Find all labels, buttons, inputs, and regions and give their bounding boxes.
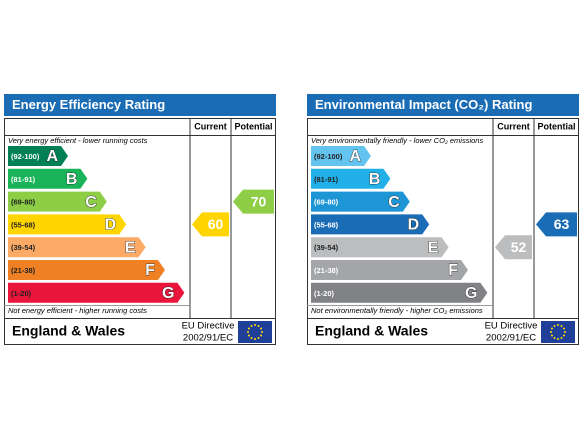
column-header: Current [194,121,227,131]
eu-star [550,331,552,333]
rating-arrow [192,212,229,237]
band-letter: A [46,148,58,165]
eu-star [247,327,250,330]
column-header: Potential [537,121,575,131]
band-letter: F [145,262,155,279]
region: England & Wales [12,323,125,339]
directive: EU Directive [182,321,235,332]
eu-star [254,324,256,326]
rating-value: 60 [208,216,224,232]
band-range: (55-68) [314,220,339,229]
region: England & Wales [315,323,428,339]
eu-star [550,334,553,337]
rating-band [8,168,88,189]
directive-code: 2002/91/EC [486,333,536,344]
top-note: Very energy efficient - lower running co… [8,136,148,145]
eu-star [557,338,559,340]
panel-frame [4,118,276,345]
bottom-note: Not energy efficient - higher running co… [8,306,147,315]
band-letter: D [105,217,117,234]
eu-star [247,331,249,333]
band-letter: E [428,239,439,256]
band-letter: G [162,285,174,302]
band-range: (69-80) [314,198,339,207]
band-range: (1-20) [11,289,32,298]
eu-star [254,338,256,340]
rating-arrow [495,235,532,260]
rating-band [311,168,391,189]
column-header: Current [497,121,530,131]
eu-star [550,327,553,330]
band-letter: B [66,171,78,188]
eu-star [257,324,260,327]
band-letter: A [349,148,361,165]
eu-star [560,324,563,327]
top-note: Very environmentally friendly - lower CO… [311,136,483,145]
title-bar [4,94,276,116]
band-letter: C [388,194,400,211]
rating-band [8,282,185,303]
bottom-note: Not environmentally friendly - higher CO… [311,306,483,315]
rating-arrow [233,189,274,214]
directive: EU Directive [485,321,538,332]
eu-flag [541,321,575,343]
title-bar [307,94,579,116]
eu-star [250,337,253,340]
rating-band [311,214,430,235]
rating-arrow [536,212,577,237]
eu-star [553,337,556,340]
eu-star [553,324,556,327]
column-header: Potential [234,121,272,131]
eu-star [250,324,253,327]
rating-value: 63 [554,216,570,232]
band-range: (1-20) [314,289,335,298]
band-range: (55-68) [11,220,36,229]
band-range: (21-38) [11,266,36,275]
eu-star [560,337,563,340]
band-letter: C [85,194,97,211]
rating-value: 52 [511,239,527,255]
rating-band [311,260,468,280]
panel-title: Environmental Impact (CO₂) Rating [315,97,532,112]
eu-star [564,331,566,333]
eu-flag [238,321,272,343]
band-range: (81-91) [314,175,339,184]
band-range: (39-54) [314,243,339,252]
rating-band [311,282,488,303]
band-range: (39-54) [11,243,36,252]
band-letter: G [465,285,477,302]
eu-star [260,334,263,337]
band-letter: E [125,239,136,256]
band-range: (92-100) [11,152,40,161]
rating-band [311,237,449,258]
band-letter: D [408,217,420,234]
eu-star [247,334,250,337]
panel-frame [307,118,579,345]
eu-star [557,324,559,326]
band-letter: F [448,262,458,279]
band-range: (92-100) [314,152,343,161]
band-letter: B [369,171,381,188]
rating-band [311,146,371,166]
rating-band [8,146,68,166]
eu-star [257,337,260,340]
panel-title: Energy Efficiency Rating [12,97,165,112]
directive-code: 2002/91/EC [183,333,233,344]
rating-value: 70 [251,193,267,209]
rating-band [8,237,146,258]
rating-band [8,214,127,235]
eu-star [260,327,263,330]
band-range: (69-80) [11,198,36,207]
rating-band [8,191,107,212]
eu-star [563,334,566,337]
eu-star [563,327,566,330]
rating-band [311,191,410,212]
band-range: (21-38) [314,266,339,275]
rating-band [8,260,165,280]
band-range: (81-91) [11,175,36,184]
eu-star [261,331,263,333]
